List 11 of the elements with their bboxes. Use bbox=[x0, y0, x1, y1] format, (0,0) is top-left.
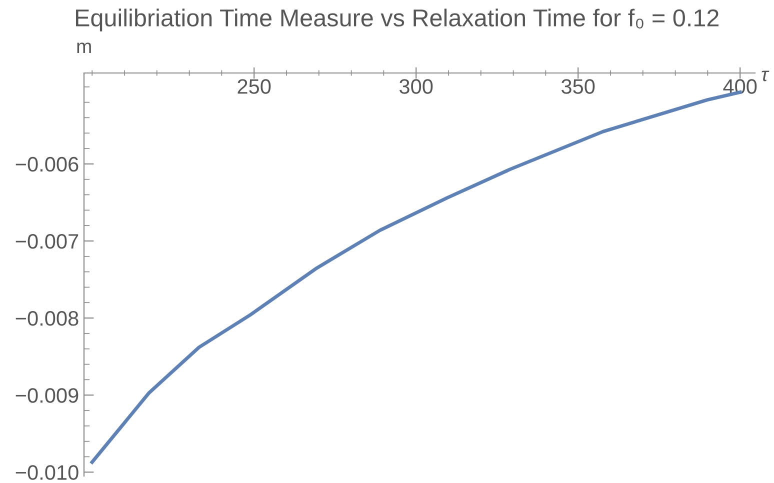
x-tick-label: 300 bbox=[400, 79, 433, 94]
y-tick-label: −0.006 bbox=[16, 156, 78, 172]
x-tick-label: 350 bbox=[562, 79, 595, 94]
x-tick-label: 250 bbox=[238, 79, 271, 94]
y-tick-label: −0.007 bbox=[16, 234, 78, 249]
y-axis-title: m bbox=[77, 42, 91, 54]
y-tick-label: −0.008 bbox=[16, 311, 78, 326]
x-axis-title: τ bbox=[762, 70, 770, 82]
y-tick-label: −0.009 bbox=[16, 388, 78, 403]
y-tick-label: −0.010 bbox=[16, 465, 78, 480]
chart-title: Equilibriation Time Measure vs Relaxation Time for f₀ = 0.12 bbox=[76, 8, 718, 32]
